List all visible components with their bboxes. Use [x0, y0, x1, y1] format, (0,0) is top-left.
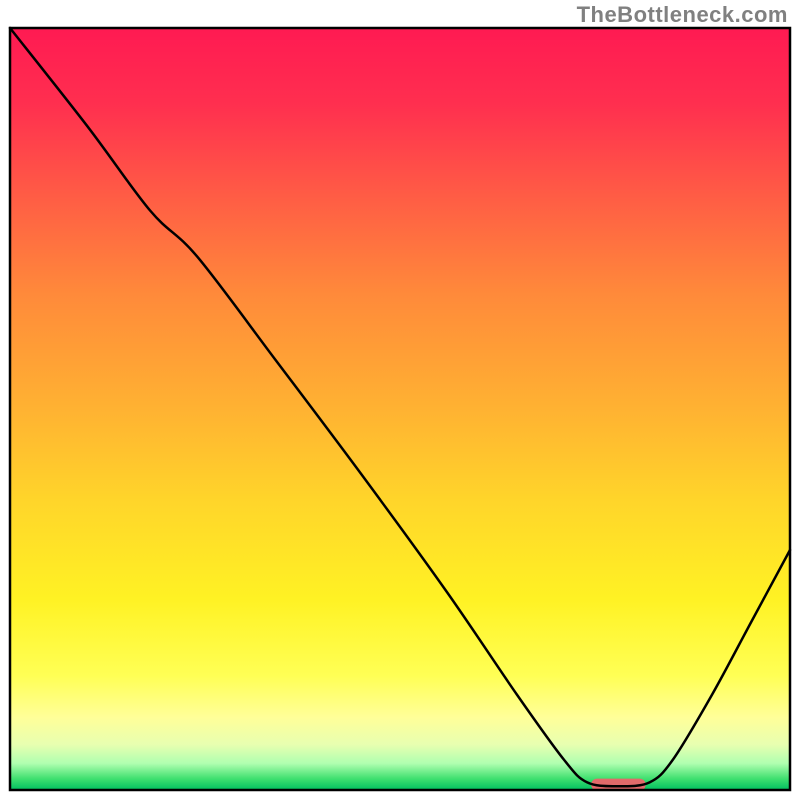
chart-container: TheBottleneck.com	[0, 0, 800, 800]
gradient-background	[10, 28, 790, 790]
watermark-text: TheBottleneck.com	[577, 2, 788, 28]
bottleneck-chart	[0, 0, 800, 800]
